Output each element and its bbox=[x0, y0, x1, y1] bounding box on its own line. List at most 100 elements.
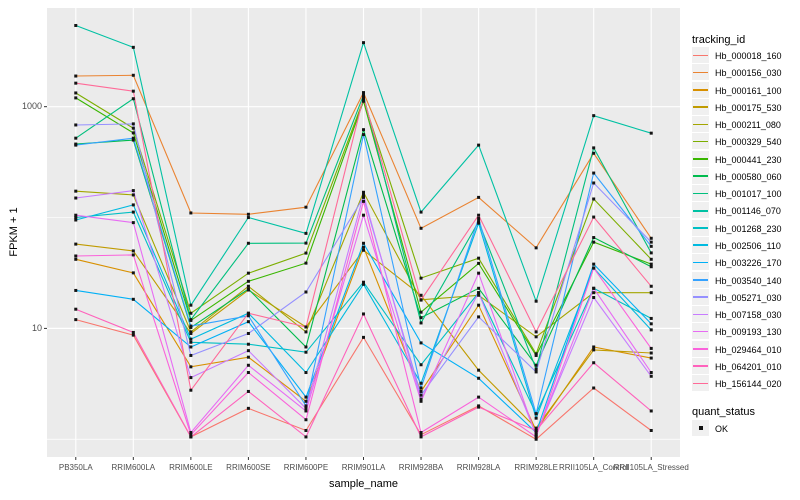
data-point bbox=[74, 288, 78, 292]
data-point bbox=[592, 345, 596, 349]
data-point bbox=[649, 351, 653, 355]
data-point bbox=[419, 210, 423, 214]
x-tick-label: RRIM928LE bbox=[514, 463, 558, 472]
data-point bbox=[131, 330, 135, 334]
y-tick-label: 10 bbox=[31, 322, 42, 333]
data-point bbox=[534, 352, 538, 356]
legend-key-swatch bbox=[692, 236, 709, 253]
data-point bbox=[189, 435, 193, 439]
data-point bbox=[362, 195, 365, 199]
data-point bbox=[74, 307, 78, 311]
data-point bbox=[246, 271, 250, 275]
data-point bbox=[534, 299, 538, 303]
data-point bbox=[534, 353, 538, 357]
data-point bbox=[74, 23, 78, 27]
data-point bbox=[592, 262, 596, 266]
data-point bbox=[131, 249, 135, 253]
data-point bbox=[74, 143, 78, 147]
legend-item-label: Hb_007158_030 bbox=[715, 310, 782, 321]
data-point bbox=[189, 340, 193, 344]
data-point bbox=[649, 316, 653, 320]
legend-key-swatch bbox=[692, 202, 709, 219]
x-tick-label: RRIM600LA bbox=[111, 463, 156, 472]
data-point bbox=[304, 345, 308, 349]
data-point bbox=[534, 431, 538, 435]
data-point bbox=[362, 41, 365, 45]
data-point bbox=[74, 318, 78, 322]
data-point bbox=[74, 136, 78, 140]
data-point bbox=[649, 428, 653, 432]
data-point bbox=[477, 221, 481, 225]
legend-key-line bbox=[693, 71, 708, 74]
data-point bbox=[534, 335, 538, 339]
data-point bbox=[131, 333, 135, 337]
legend-key-swatch bbox=[692, 133, 709, 150]
legend-key-swatch bbox=[692, 375, 709, 392]
data-point bbox=[362, 248, 365, 252]
data-point bbox=[649, 346, 653, 350]
legend-item-label: Hb_029464_010 bbox=[715, 344, 782, 355]
data-point bbox=[649, 291, 653, 295]
x-tick-label: RRII105LA_Control bbox=[558, 463, 629, 472]
data-point bbox=[592, 361, 596, 365]
data-point bbox=[74, 74, 78, 78]
data-point bbox=[649, 371, 653, 375]
legend-key-swatch bbox=[692, 271, 709, 288]
data-point bbox=[304, 395, 308, 399]
data-point bbox=[246, 371, 250, 375]
data-point bbox=[592, 197, 596, 201]
legend-item-label: Hb_003226_170 bbox=[715, 258, 782, 269]
legend-item-label: Hb_000156_030 bbox=[715, 68, 782, 79]
data-point bbox=[304, 418, 308, 422]
data-point bbox=[362, 241, 365, 245]
legend-item-label: Hb_000441_230 bbox=[715, 154, 782, 165]
data-point bbox=[477, 271, 481, 275]
data-point bbox=[189, 324, 193, 328]
data-point bbox=[131, 131, 135, 135]
data-point bbox=[592, 348, 596, 352]
data-point bbox=[419, 389, 423, 393]
data-point bbox=[649, 244, 653, 248]
legend-key-swatch bbox=[692, 288, 709, 305]
data-point bbox=[362, 190, 365, 194]
data-point bbox=[246, 331, 250, 335]
data-point bbox=[189, 337, 193, 341]
data-point bbox=[304, 428, 308, 432]
data-point bbox=[649, 236, 653, 240]
legend-key-line bbox=[693, 296, 708, 298]
data-point bbox=[246, 342, 250, 346]
data-point bbox=[362, 245, 365, 249]
data-point bbox=[131, 203, 135, 207]
legend-key-line bbox=[693, 261, 708, 264]
data-point bbox=[649, 356, 653, 360]
data-point bbox=[419, 321, 423, 325]
data-point bbox=[592, 240, 596, 244]
legend-item-label: Hb_002506_110 bbox=[715, 240, 781, 251]
data-point bbox=[419, 310, 423, 314]
data-point bbox=[189, 330, 193, 334]
data-point bbox=[304, 325, 308, 329]
legend-key-line bbox=[693, 89, 708, 91]
legend-key-line bbox=[693, 227, 708, 229]
data-point bbox=[74, 254, 78, 258]
data-point bbox=[419, 393, 423, 397]
data-point bbox=[592, 386, 596, 390]
data-point bbox=[74, 189, 78, 193]
legend-key-line bbox=[693, 244, 708, 247]
data-point bbox=[304, 435, 308, 439]
legend-key-swatch bbox=[692, 47, 709, 63]
data-point bbox=[419, 435, 423, 439]
data-point bbox=[649, 374, 653, 378]
data-point bbox=[362, 335, 365, 339]
data-point bbox=[74, 257, 78, 261]
y-tick-label: 1000 bbox=[21, 101, 42, 112]
data-point bbox=[592, 286, 596, 290]
legend-key-swatch bbox=[692, 150, 709, 167]
data-point bbox=[246, 284, 250, 288]
data-point bbox=[419, 433, 423, 437]
data-point bbox=[131, 271, 135, 275]
data-point bbox=[477, 395, 481, 399]
data-point bbox=[477, 217, 481, 221]
data-point bbox=[74, 91, 78, 95]
data-point bbox=[534, 363, 538, 367]
